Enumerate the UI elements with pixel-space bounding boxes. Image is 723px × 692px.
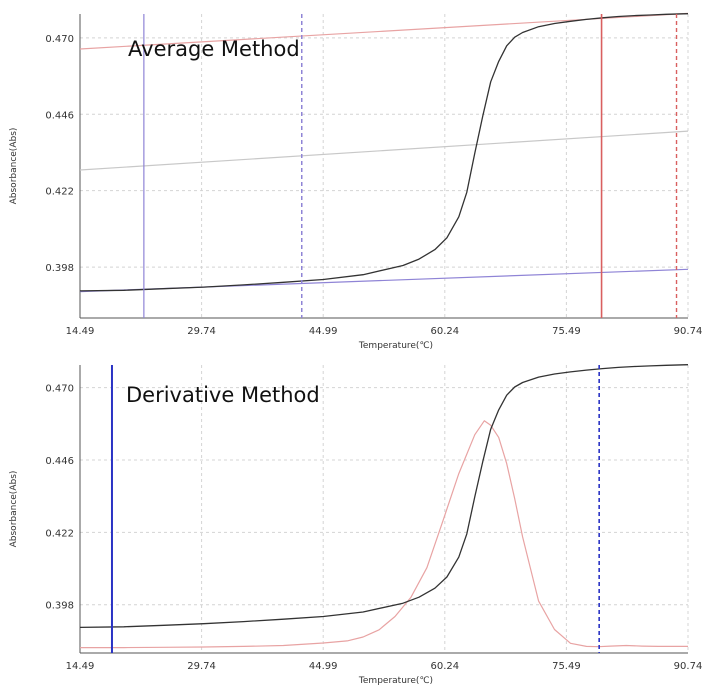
y-tick-label: 0.398 (45, 601, 74, 612)
x-tick-label: 90.74 (674, 661, 703, 672)
series-line-middle-line (79, 130, 689, 171)
derivative-method-chart: 14.49 29.74 44.99 60.24 75.49 90.74 0.398 0.422… (9, 364, 703, 686)
y-tick-label: 0.422 (45, 187, 74, 198)
y-axis-title: Absorbance(Abs) (9, 471, 19, 548)
average-method-chart: 14.49 29.74 44.99 60.24 75.49 90.74 0.398 0.422… (9, 12, 703, 351)
y-tick-label: 0.470 (45, 34, 74, 45)
chart-title: Average Method (128, 37, 300, 61)
x-tick-label: 90.74 (674, 326, 703, 337)
x-tick-label: 60.24 (430, 326, 459, 337)
x-tick-label: 29.74 (187, 661, 216, 672)
y-tick-label: 0.470 (45, 384, 74, 395)
x-axis-title: Temperature(℃) (358, 676, 433, 686)
series-line-absorbance-curve (79, 364, 689, 629)
x-tick-label: 75.49 (552, 661, 581, 672)
series-line-derivative-peak (80, 420, 688, 649)
chart-title: Derivative Method (126, 383, 320, 407)
x-tick-label: 14.49 (66, 326, 95, 337)
x-tick-label: 60.24 (430, 661, 459, 672)
y-tick-label: 0.446 (45, 456, 74, 467)
x-tick-label: 29.74 (187, 326, 216, 337)
x-tick-label: 44.99 (309, 326, 338, 337)
x-tick-label: 75.49 (552, 326, 581, 337)
y-axis-title: Absorbance(Abs) (9, 128, 19, 205)
x-tick-label: 44.99 (309, 661, 338, 672)
y-tick-label: 0.446 (45, 110, 74, 121)
x-axis-title: Temperature(℃) (358, 341, 433, 351)
y-tick-label: 0.398 (45, 263, 74, 274)
y-tick-label: 0.422 (45, 528, 74, 539)
x-tick-label: 14.49 (66, 661, 95, 672)
series-line-absorbance-curve (79, 13, 689, 292)
